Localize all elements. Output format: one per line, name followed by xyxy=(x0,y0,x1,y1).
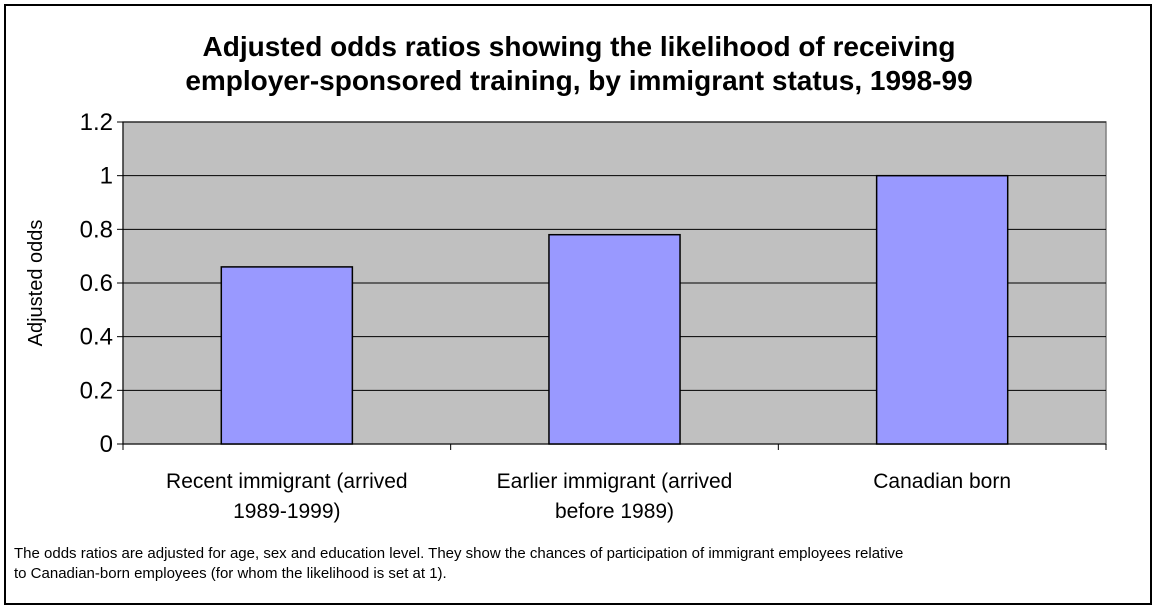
x-tick-label: 1989-1999) xyxy=(233,500,340,523)
y-tick-label: 1.2 xyxy=(80,109,113,136)
y-tick-label: 1 xyxy=(100,163,113,190)
bar xyxy=(220,266,354,445)
x-tick-label: Recent immigrant (arrived xyxy=(166,470,408,493)
y-tick-label: 0 xyxy=(100,431,113,458)
x-tick-label: Earlier immigrant (arrived xyxy=(497,470,733,493)
y-tick-label: 0.8 xyxy=(80,216,113,243)
y-axis-label: Adjusted odds xyxy=(25,220,47,347)
bar xyxy=(548,233,681,445)
y-tick-label: 0.2 xyxy=(80,377,113,404)
chart-title: Adjusted odds ratios showing the likelih… xyxy=(0,30,1158,98)
chart-title-line-1: Adjusted odds ratios showing the likelih… xyxy=(202,31,956,62)
bar xyxy=(875,174,1009,445)
chart-title-line-2: employer-sponsored training, by immigran… xyxy=(185,65,973,96)
footnote-line-1: The odds ratios are adjusted for age, se… xyxy=(14,545,904,562)
y-tick-label: 0.4 xyxy=(80,324,113,351)
footnote: The odds ratios are adjusted for age, se… xyxy=(14,544,1154,584)
footnote-line-2: to Canadian-born employees (for whom the… xyxy=(14,565,447,582)
x-tick-label: before 1989) xyxy=(555,500,674,523)
x-tick-label: Canadian born xyxy=(873,470,1011,493)
y-tick-label: 0.6 xyxy=(80,270,113,297)
